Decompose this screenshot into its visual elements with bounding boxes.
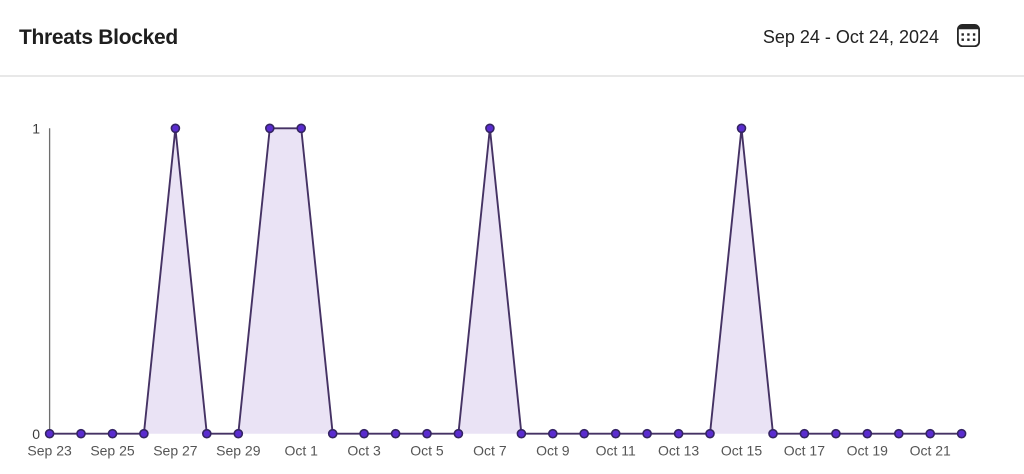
svg-text:0: 0 — [32, 426, 40, 442]
svg-text:Oct 11: Oct 11 — [596, 443, 636, 459]
svg-text:Oct 9: Oct 9 — [536, 443, 570, 459]
svg-text:Sep 25: Sep 25 — [90, 443, 135, 459]
svg-text:Oct 15: Oct 15 — [721, 443, 762, 459]
svg-text:Oct 21: Oct 21 — [910, 443, 951, 459]
svg-text:Oct 5: Oct 5 — [410, 443, 444, 459]
svg-text:Oct 13: Oct 13 — [658, 443, 699, 459]
svg-text:Oct 19: Oct 19 — [847, 443, 888, 459]
svg-text:Oct 3: Oct 3 — [347, 443, 381, 459]
svg-text:Sep 29: Sep 29 — [216, 443, 261, 459]
svg-text:Sep 27: Sep 27 — [153, 443, 198, 459]
svg-text:1: 1 — [32, 121, 40, 137]
svg-text:Oct 1: Oct 1 — [284, 443, 318, 459]
svg-text:Oct 7: Oct 7 — [473, 443, 507, 459]
svg-text:Oct 17: Oct 17 — [784, 443, 825, 459]
svg-text:Sep 23: Sep 23 — [27, 443, 72, 459]
